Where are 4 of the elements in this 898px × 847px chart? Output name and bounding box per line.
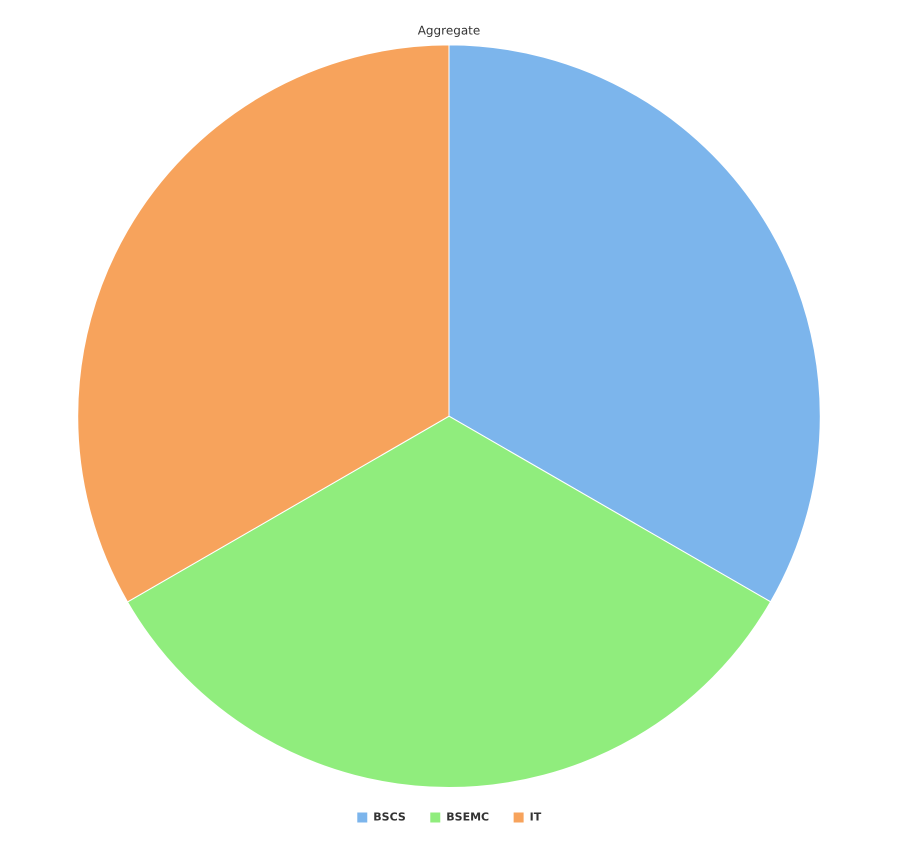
legend-label: BSCS <box>373 810 406 824</box>
chart-title: Aggregate <box>418 23 480 38</box>
legend-label: BSEMC <box>446 810 490 824</box>
legend-label: IT <box>530 810 542 824</box>
